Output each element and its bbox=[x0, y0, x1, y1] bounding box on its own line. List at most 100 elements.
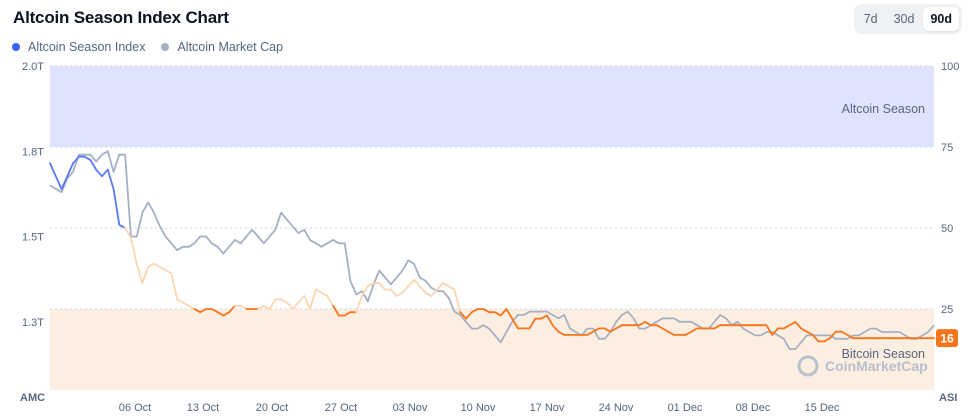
index-line-segment bbox=[326, 295, 335, 307]
index-line-segment bbox=[54, 175, 63, 191]
index-line-segment bbox=[840, 330, 849, 336]
left-axis-tick: 1.5T bbox=[22, 232, 44, 244]
index-line-segment bbox=[228, 304, 236, 314]
index-line-segment bbox=[193, 308, 202, 314]
current-value-badge bbox=[936, 329, 958, 348]
legend-label-index: Altcoin Season Index bbox=[28, 40, 146, 54]
index-line-segment bbox=[413, 278, 421, 288]
index-line-segment bbox=[546, 314, 554, 327]
legend-item-market-cap[interactable]: Altcoin Market Cap bbox=[161, 40, 283, 54]
index-line-segment bbox=[101, 168, 109, 178]
x-axis-tick: 24 Nov bbox=[599, 402, 634, 414]
x-axis-tick: 13 Oct bbox=[187, 402, 219, 414]
index-line-segment bbox=[684, 330, 693, 336]
index-line-segment bbox=[314, 288, 323, 294]
index-line-segment bbox=[482, 308, 491, 314]
index-line-segment bbox=[644, 321, 652, 327]
index-line-segment bbox=[788, 321, 797, 327]
index-line-segment bbox=[846, 333, 854, 340]
index-line-segment bbox=[355, 295, 363, 314]
index-line-segment bbox=[447, 285, 456, 291]
index-line-segment bbox=[407, 278, 415, 288]
index-line-segment bbox=[262, 304, 271, 310]
index-line-segment bbox=[285, 301, 294, 310]
x-axis-tick: 20 Oct bbox=[256, 402, 288, 414]
index-line-segment bbox=[418, 285, 427, 294]
index-line-segment bbox=[511, 317, 519, 330]
index-line-segment bbox=[239, 304, 248, 310]
right-axis-tick: 75 bbox=[941, 142, 953, 154]
x-axis-tick: 03 Nov bbox=[393, 402, 428, 414]
index-line-segment bbox=[297, 295, 306, 304]
index-line-segment bbox=[112, 188, 121, 226]
right-axis-tick: 25 bbox=[941, 304, 953, 316]
index-line-segment bbox=[690, 327, 698, 333]
range-90d-button[interactable]: 90d bbox=[923, 7, 959, 31]
index-line-segment bbox=[89, 159, 98, 171]
index-line-segment bbox=[794, 321, 802, 330]
x-axis-tick: 17 Nov bbox=[530, 402, 565, 414]
index-line-segment bbox=[389, 288, 398, 297]
index-line-segment bbox=[66, 162, 74, 178]
legend-label-market-cap: Altcoin Market Cap bbox=[177, 40, 284, 54]
index-line-segment bbox=[49, 162, 57, 178]
index-line-segment bbox=[667, 330, 675, 336]
x-axis-tick: 08 Dec bbox=[736, 402, 771, 414]
index-line-segment bbox=[615, 324, 623, 330]
index-line-segment bbox=[470, 308, 479, 314]
index-line-segment bbox=[765, 324, 774, 336]
index-line-segment bbox=[320, 291, 329, 297]
range-7d-button[interactable]: 7d bbox=[857, 7, 885, 31]
legend-dot-market-cap bbox=[161, 43, 170, 51]
index-line-segment bbox=[505, 308, 514, 320]
coinmarketcap-logo-icon bbox=[797, 355, 819, 377]
index-line-segment bbox=[811, 333, 820, 343]
index-line-segment bbox=[499, 308, 508, 317]
left-axis-tick: 1.8T bbox=[22, 146, 44, 158]
index-line-segment bbox=[95, 168, 103, 178]
index-line-segment bbox=[806, 330, 814, 336]
x-axis-tick: 27 Oct bbox=[325, 402, 357, 414]
index-line-segment bbox=[366, 282, 375, 288]
x-axis-tick: 06 Oct bbox=[119, 402, 151, 414]
index-line-segment bbox=[222, 311, 231, 317]
index-line-segment bbox=[441, 282, 450, 288]
market-cap-line bbox=[49, 150, 935, 350]
legend-dot-index bbox=[12, 43, 20, 51]
index-line-segment bbox=[216, 311, 225, 317]
index-line-segment bbox=[800, 327, 808, 333]
time-range-selector: 7d 30d 90d bbox=[853, 4, 962, 34]
legend-item-index[interactable]: Altcoin Season Index bbox=[12, 40, 145, 54]
index-line-segment bbox=[361, 285, 369, 297]
index-line-segment bbox=[771, 327, 779, 336]
index-line-segment bbox=[141, 265, 150, 285]
index-line-segment bbox=[395, 291, 404, 297]
right-axis-title: ASI bbox=[939, 392, 957, 404]
index-line-segment bbox=[430, 288, 439, 297]
index-line-segment bbox=[210, 308, 219, 314]
index-line-segment bbox=[280, 298, 288, 304]
index-line-segment bbox=[655, 324, 664, 330]
index-line-segment bbox=[436, 282, 444, 291]
right-axis-tick: 50 bbox=[941, 223, 953, 235]
index-line-segment bbox=[170, 272, 179, 301]
x-axis-tick: 01 Dec bbox=[668, 402, 703, 414]
index-line-segment bbox=[609, 327, 618, 333]
range-30d-button[interactable]: 30d bbox=[887, 7, 922, 31]
zone-altcoin-season bbox=[50, 66, 934, 147]
index-line-segment bbox=[465, 311, 473, 320]
watermark-text: CoinMarketCap bbox=[825, 358, 928, 374]
x-axis-tick: 15 Dec bbox=[805, 402, 840, 414]
index-line-segment bbox=[268, 298, 277, 310]
left-axis-tick: 1.3T bbox=[22, 317, 44, 329]
index-line-segment bbox=[782, 324, 791, 330]
index-line-segment bbox=[72, 155, 80, 165]
left-axis-tick: 2.0T bbox=[22, 61, 44, 73]
index-line-segment bbox=[309, 288, 317, 310]
index-line-segment bbox=[129, 236, 138, 265]
index-line-segment bbox=[638, 321, 646, 327]
index-line-segment bbox=[199, 308, 207, 314]
index-line-segment bbox=[713, 324, 722, 330]
index-line-segment bbox=[603, 327, 612, 333]
